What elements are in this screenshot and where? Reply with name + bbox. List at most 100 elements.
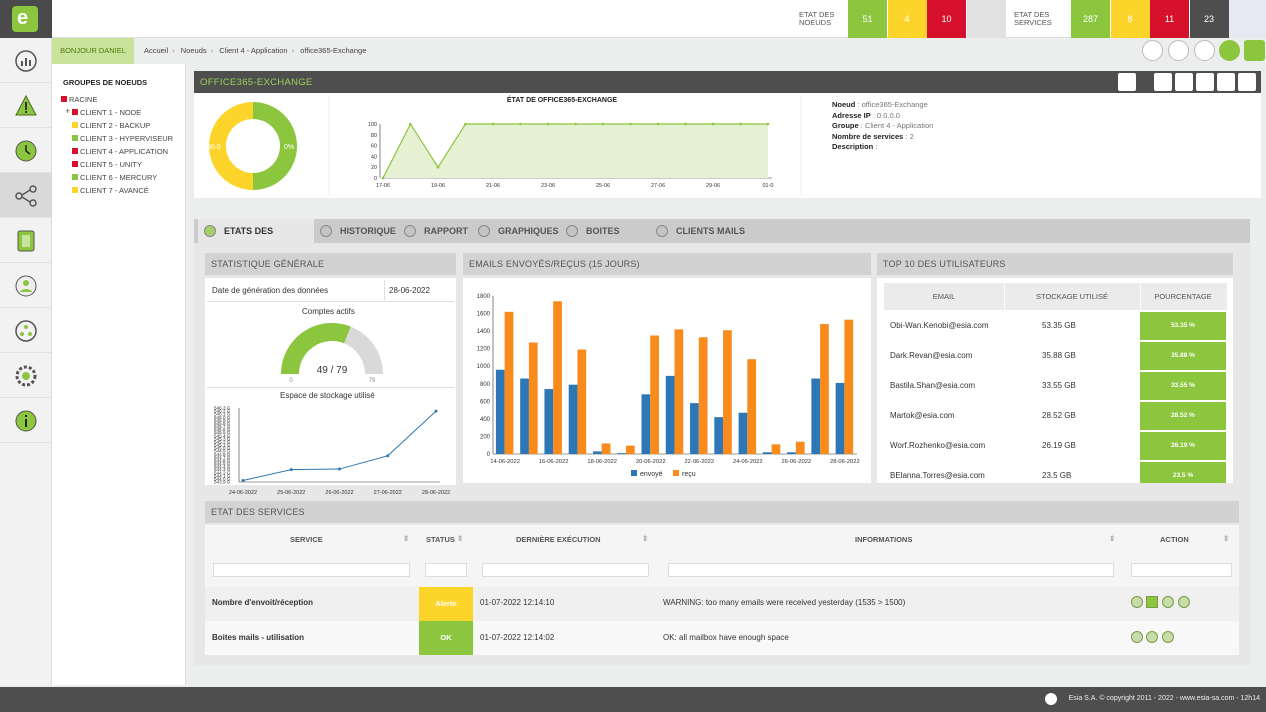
user-icon[interactable]	[1142, 40, 1163, 61]
history-icon	[320, 225, 332, 237]
top10-email: Worf.Rozhenko@esia.com	[890, 441, 986, 450]
state-point	[739, 122, 742, 126]
top10-col-percent[interactable]: POURCENTAGE	[1154, 292, 1212, 301]
tab-clients-mails[interactable]: CLIENTS MAILS	[650, 219, 746, 243]
service-info: WARNING: too many emails were received y…	[663, 598, 906, 607]
tab-graphiques[interactable]: GRAPHIQUES	[472, 219, 559, 243]
col-informations[interactable]: INFORMATIONS	[855, 535, 913, 544]
services-count-4[interactable]	[1229, 0, 1266, 38]
breadcrumb-group[interactable]: Client 4 - Application	[219, 46, 288, 55]
tree-item-client6[interactable]: CLIENT 6 - MERCURY	[72, 173, 157, 182]
filter-action-input[interactable]	[1131, 563, 1232, 577]
sort-info-icon[interactable]: ⇕	[1109, 534, 1116, 543]
gauge-min: 0	[289, 378, 293, 384]
state-xtick: 01-0	[762, 183, 773, 189]
sort-exec-icon[interactable]: ⇕	[642, 534, 649, 543]
sort-action-icon[interactable]: ⇕	[1223, 534, 1230, 543]
screen-icon[interactable]	[1118, 73, 1136, 91]
chart-action-icon[interactable]	[1162, 596, 1174, 608]
services-count-1[interactable]: 8	[1110, 0, 1150, 38]
emails-xtick: 26-06-2022	[782, 459, 812, 465]
expand-icon[interactable]: +	[65, 106, 71, 116]
node-services-count: 2	[909, 131, 914, 141]
state-xtick: 23-06	[541, 183, 555, 189]
top10-storage: 33.55 GB	[1042, 381, 1076, 390]
clock-icon[interactable]	[1154, 73, 1172, 91]
col-action[interactable]: ACTION	[1160, 535, 1189, 544]
nodes-count-0[interactable]: 51	[848, 0, 887, 38]
nodes-count-2[interactable]: 10	[927, 0, 966, 38]
esia-logo[interactable]: e	[0, 0, 52, 38]
emails-bar-chart: 0 200 400 600 800 1000 1200 1400 1600 1800 14-06-2…	[477, 294, 860, 478]
tab-etats-des-services[interactable]: ETATS DES SERVICES	[198, 219, 314, 260]
date-label: Date de génération des données	[212, 286, 329, 295]
top10-col-email[interactable]: EMAIL	[932, 292, 956, 301]
tree-item-client2[interactable]: CLIENT 2 - BACKUP	[72, 121, 150, 130]
services-count-3[interactable]: 23	[1189, 0, 1229, 38]
nodes-count-3[interactable]	[966, 0, 1006, 38]
sidebar-history[interactable]	[0, 128, 52, 173]
state-ytick: 100	[368, 122, 377, 128]
warning-action-icon[interactable]	[1146, 596, 1158, 608]
service-row-1[interactable]	[205, 587, 1239, 621]
heartbeat-action-icon[interactable]	[1131, 596, 1143, 608]
sidebar-alerts[interactable]	[0, 83, 52, 128]
tree-item-client4[interactable]: CLIENT 4 - APPLICATION	[72, 147, 168, 156]
car-icon[interactable]	[1238, 73, 1256, 91]
col-service[interactable]: SERVICE	[290, 535, 323, 544]
edit-icon[interactable]	[1196, 73, 1214, 91]
state-ytick: 60	[371, 144, 377, 150]
emails-bar-envoye	[714, 417, 724, 454]
breadcrumb-nodes[interactable]: Noeuds	[180, 46, 207, 55]
sidebar-dashboard[interactable]	[0, 38, 52, 83]
col-status[interactable]: STATUS	[426, 535, 455, 544]
sidebar-users[interactable]	[0, 263, 52, 308]
chart-action-icon[interactable]	[1146, 631, 1158, 643]
tree-item-client1[interactable]: CLIENT 1 - NODE	[72, 108, 141, 117]
filter-service-input[interactable]	[213, 563, 410, 577]
emails-ytick: 1800	[477, 294, 491, 300]
node-groups-tree: GROUPES DE NOEUDS RACINE + CLIENT 1 - NO…	[52, 64, 186, 685]
target-icon[interactable]	[1175, 73, 1193, 91]
hat-action-icon[interactable]	[1162, 631, 1174, 643]
hat-icon[interactable]	[1217, 73, 1235, 91]
network-icon	[15, 320, 37, 342]
services-count-2[interactable]: 11	[1150, 0, 1189, 38]
state-point	[381, 176, 385, 180]
heartbeat-icon	[204, 225, 216, 237]
col-last-exec[interactable]: DERNIÈRE EXÉCUTION	[516, 535, 601, 544]
tree-item-client7[interactable]: CLIENT 7 - AVANCÉ	[72, 186, 149, 195]
footer: Esia S.A. © copyright 2011 - 2022 - www.…	[0, 687, 1266, 712]
tree-item-client5[interactable]: CLIENT 5 - UNITY	[72, 160, 142, 169]
services-count-0[interactable]: 287	[1071, 0, 1110, 38]
state-ytick: 80	[371, 133, 377, 139]
sidebar-services[interactable]	[0, 218, 52, 263]
tabs-bar: ETATS DES SERVICES HISTORIQUE RAPPORT GR…	[194, 219, 1250, 260]
tab-boites-mails[interactable]: BOITES MAILS	[560, 219, 649, 260]
tab-historique[interactable]: HISTORIQUE	[314, 219, 397, 243]
refresh-icon[interactable]	[1219, 40, 1240, 61]
service-row-2[interactable]	[205, 621, 1239, 655]
sidebar-network[interactable]	[0, 308, 52, 353]
sidebar-info[interactable]	[0, 398, 52, 443]
filter-info-input[interactable]	[668, 563, 1114, 577]
tab-rapport[interactable]: RAPPORT	[398, 219, 471, 243]
mail-icon[interactable]	[1168, 40, 1189, 61]
state-area	[383, 124, 768, 178]
top10-col-storage[interactable]: STOCKAGE UTILISÉ	[1036, 292, 1108, 301]
hat-action-icon[interactable]	[1178, 596, 1190, 608]
heartbeat-action-icon[interactable]	[1131, 631, 1143, 643]
tree-item-root[interactable]: RACINE	[61, 95, 97, 104]
sort-service-icon[interactable]: ⇕	[403, 534, 410, 543]
date-value: 28-06-2022	[389, 286, 430, 295]
lock-icon[interactable]	[1244, 40, 1265, 61]
nodes-count-1[interactable]: 4	[887, 0, 927, 38]
breadcrumb-home[interactable]: Accueil	[144, 46, 169, 55]
search-icon[interactable]	[1194, 40, 1215, 61]
filter-status-input[interactable]	[425, 563, 467, 577]
sort-status-icon[interactable]: ⇕	[457, 534, 464, 543]
sidebar-settings[interactable]	[0, 353, 52, 398]
filter-exec-input[interactable]	[482, 563, 649, 577]
tree-item-client3[interactable]: CLIENT 3 - HYPERVISEUR	[72, 134, 173, 143]
sidebar-nodes[interactable]	[0, 173, 52, 218]
